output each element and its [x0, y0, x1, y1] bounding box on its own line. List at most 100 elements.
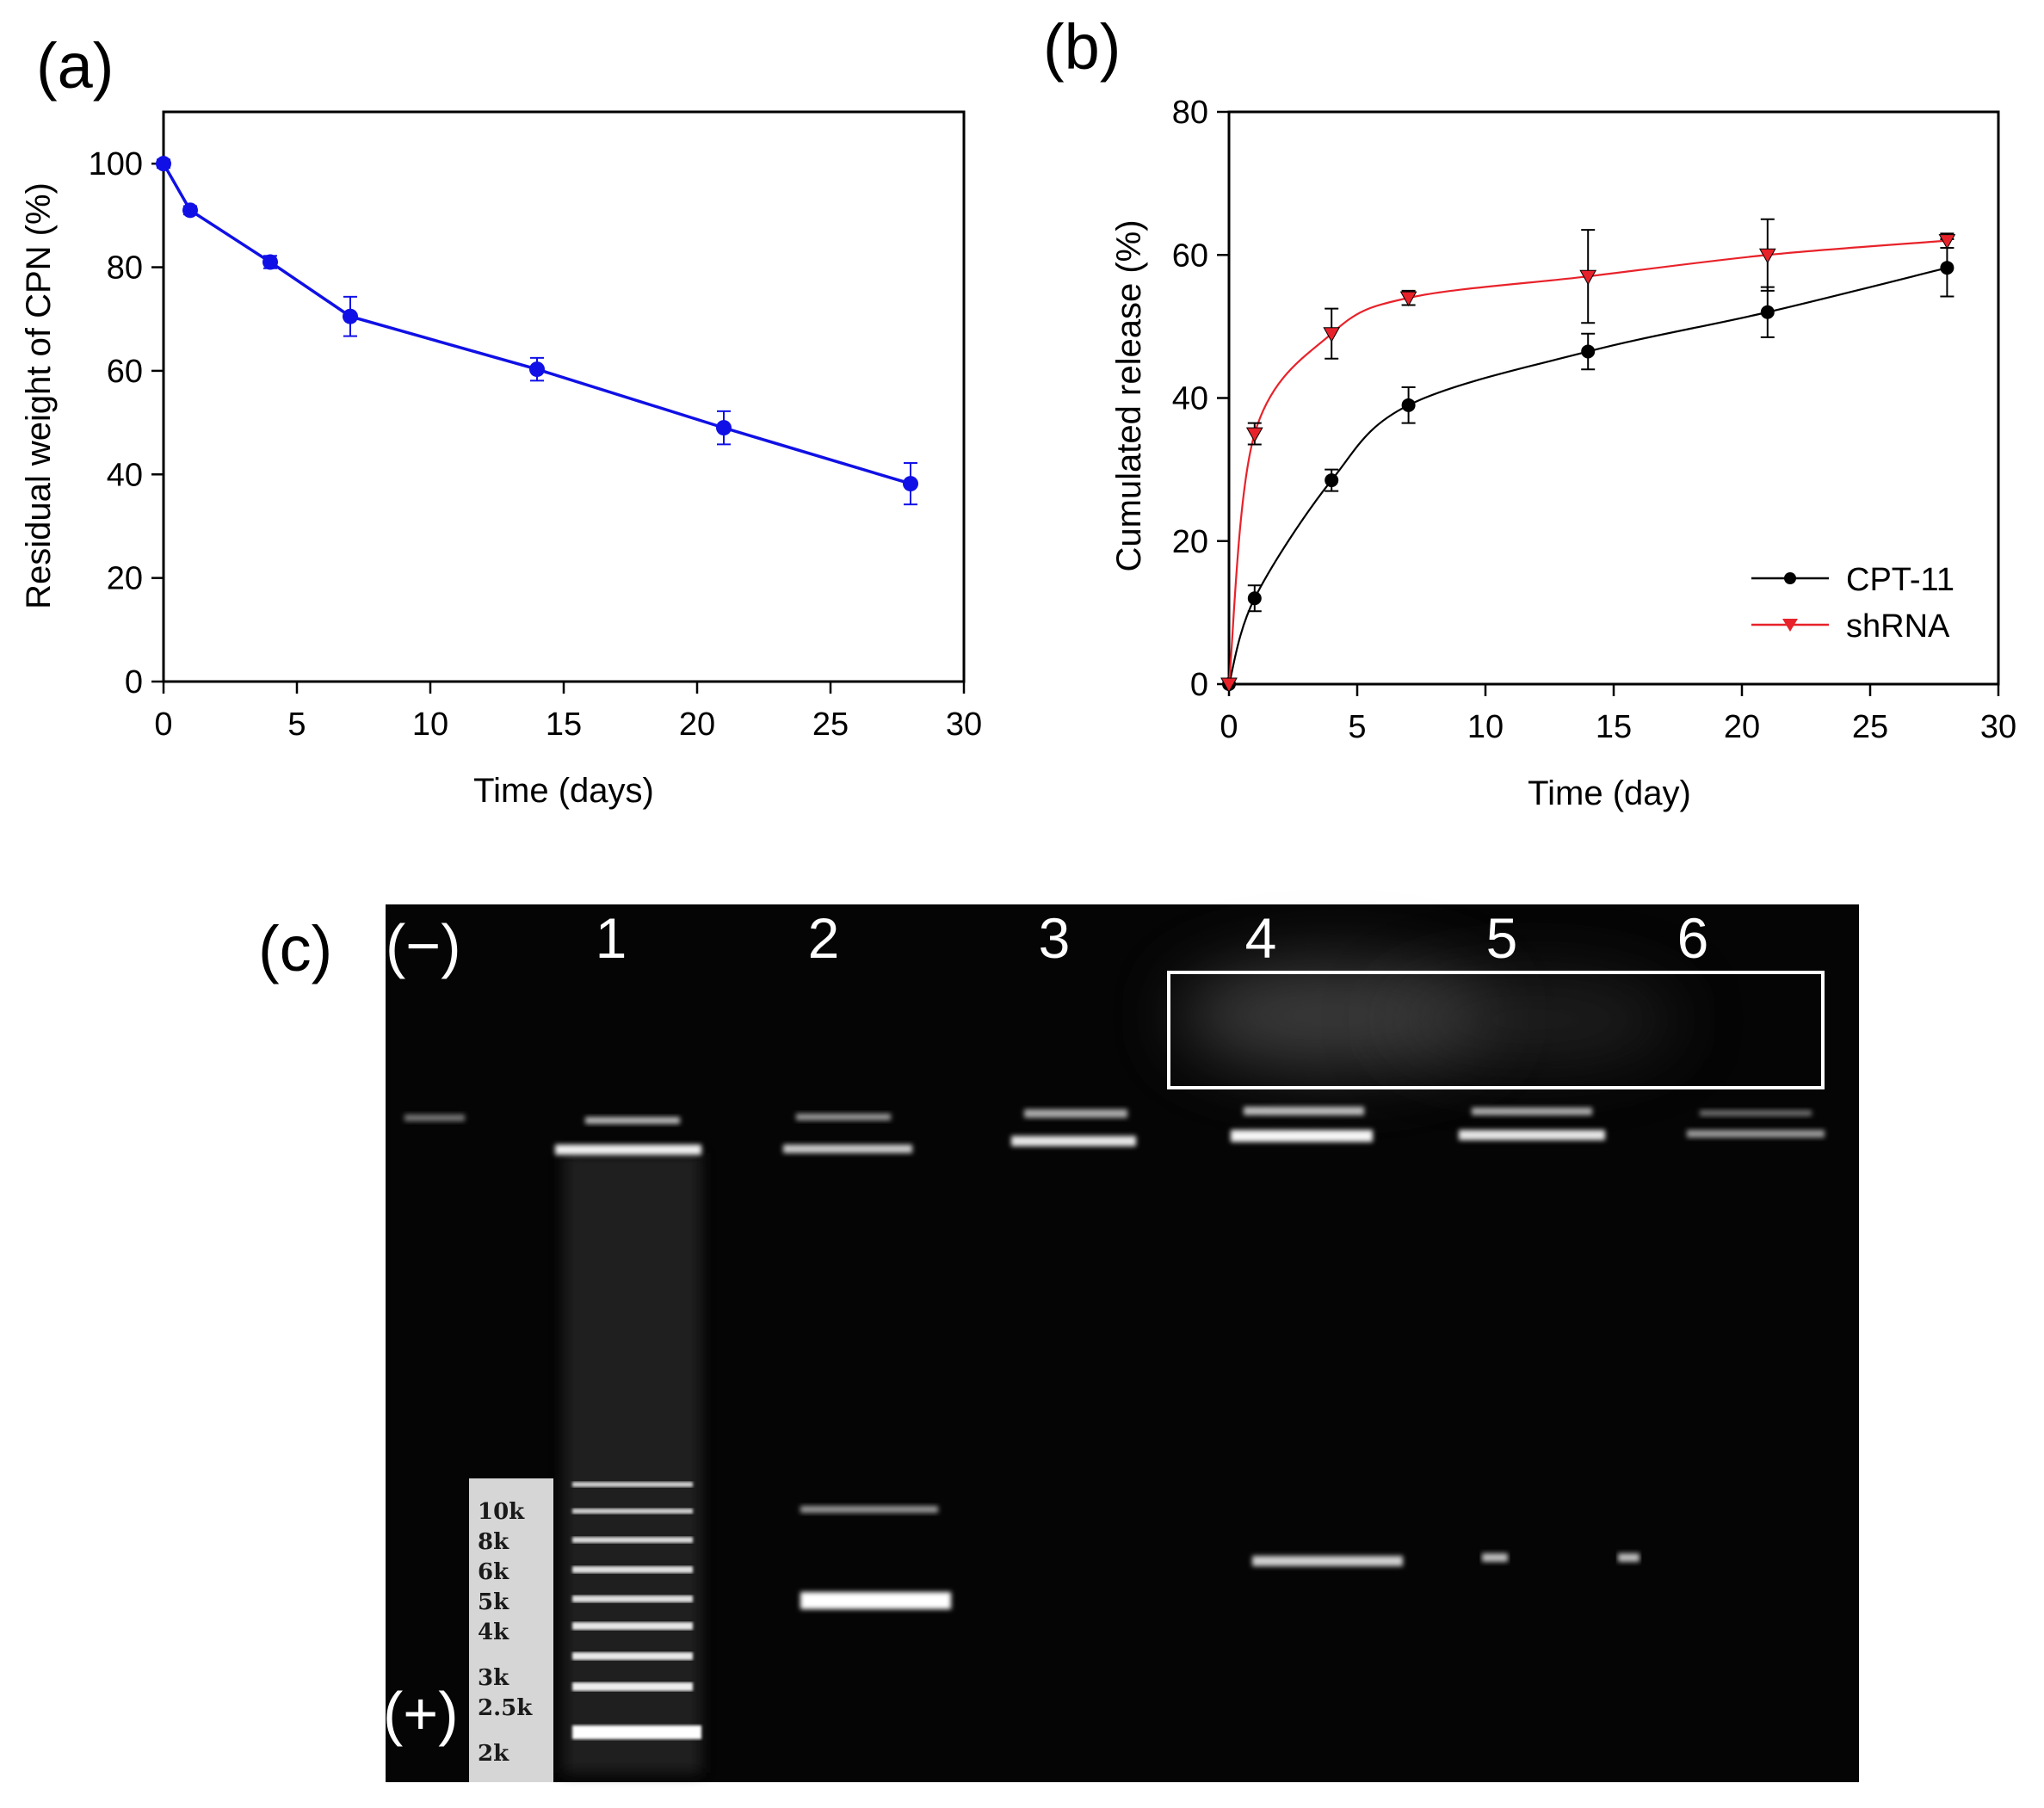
chart-a-x-tick-label: 20: [679, 707, 715, 743]
chart-a-x-tick-label: 5: [287, 707, 306, 743]
chart-b-series-shrna-point: [1579, 269, 1597, 286]
chart-b-series-shrna-point: [1323, 327, 1341, 342]
well-lane6-top: [1700, 1110, 1812, 1116]
well-lane4-top: [1244, 1107, 1364, 1115]
well-lane3: [1011, 1136, 1136, 1146]
ladder-band-4k: [572, 1595, 693, 1602]
ladder-marker-card: [469, 1478, 553, 1782]
ladder-band-2k: [572, 1725, 701, 1739]
chart-a-series-0-point: [903, 476, 918, 492]
lane-number-4: 4: [1245, 906, 1277, 970]
chart-b-series-shrna-point: [1938, 234, 1956, 250]
polarity-negative-label: (−): [386, 912, 461, 979]
ladder-band-5k: [572, 1566, 693, 1573]
chart-b-series-cpt-11-point: [1581, 344, 1596, 359]
well-lane1-top: [585, 1117, 680, 1124]
ladder-label-6k: 6k: [478, 1559, 509, 1585]
lane2-band-main: [800, 1592, 951, 1609]
ladder-label-5k: 5k: [478, 1589, 509, 1615]
ladder-band-6k: [572, 1537, 693, 1543]
chart-b-x-axis-label: Time (day): [1528, 774, 1691, 812]
chart-b-y-axis-label: Cumulated release (%): [1110, 219, 1148, 571]
chart-b-x-tick-label: 25: [1852, 709, 1888, 745]
chart-b-y-tick-label: 60: [1172, 238, 1208, 274]
lane-number-3: 3: [1039, 906, 1071, 970]
well-lane2-top: [796, 1114, 891, 1120]
chart-a-series-0-point: [262, 254, 278, 270]
chart-a-series-0-point: [529, 361, 545, 378]
chart-a-x-tick-label: 15: [546, 707, 582, 743]
ladder-label-8k: 8k: [478, 1529, 509, 1555]
chart-b-x-tick-label: 30: [1980, 709, 2016, 745]
chart-a-series-0-point: [716, 420, 732, 436]
ladder-band-8k: [572, 1509, 693, 1514]
ladder-band-10k: [572, 1482, 693, 1487]
lane-number-1: 1: [596, 906, 627, 970]
lane2-band-upper: [800, 1506, 938, 1513]
chart-b-x-tick-label: 0: [1220, 709, 1238, 745]
lane4-band: [1252, 1556, 1403, 1566]
lane5-band-left: [1482, 1553, 1508, 1562]
lane-number-5: 5: [1486, 906, 1518, 970]
gel-smear-lane5: [1386, 977, 1678, 1063]
well-lane5: [1459, 1130, 1605, 1140]
chart-b-cumulated-release: 0 5 10 15 20 25 30 0 20 40 60 80 Time (day) Cumulat…: [1110, 95, 2016, 812]
chart-b-x-tick-label: 5: [1348, 709, 1366, 745]
chart-a-y-tick-label: 100: [89, 146, 143, 182]
gel-electrophoresis-image: 10k 8k 6k 5k 4k 3k 2.5k 2k 1 2 3 4 5 6 (−) (+): [383, 904, 1859, 1782]
ladder-band-3.5k: [572, 1622, 693, 1630]
chart-a-x-tick-label: 10: [412, 707, 448, 743]
legend-marker-cpt11: [1784, 572, 1796, 584]
chart-a-series-0-point: [182, 202, 198, 219]
chart-b-x-tick-label: 15: [1596, 709, 1632, 745]
chart-b-y-tick-label: 20: [1172, 524, 1208, 560]
chart-b-series-shrna-point: [1758, 248, 1776, 264]
lane-number-6: 6: [1677, 906, 1709, 970]
chart-a-y-tick-label: 40: [107, 457, 143, 493]
highlight-box: [1167, 971, 1825, 1089]
polarity-positive-label: (+): [383, 1680, 459, 1747]
ladder-label-4k: 4k: [478, 1620, 509, 1645]
chart-a-x-axis-label: Time (days): [473, 772, 654, 810]
chart-a-y-tick-label: 60: [107, 354, 143, 390]
chart-a-x-tick-label: 30: [946, 707, 982, 743]
lane1-ladder-bands: [572, 1482, 701, 1739]
well-lane4: [1231, 1130, 1373, 1142]
chart-b-series-cpt-11-point: [1940, 261, 1954, 275]
legend-label-shrna: shRNA: [1846, 608, 1950, 645]
panel-c-label: (c): [258, 913, 332, 984]
chart-b-series-cpt-11-point: [1325, 473, 1339, 488]
chart-a-y-axis-label: Residual weight of CPN (%): [20, 182, 58, 609]
chart-a-series-0-line: [162, 163, 911, 485]
chart-a-y-tick-label: 80: [107, 250, 143, 287]
chart-a-series-0-point: [156, 156, 171, 172]
chart-a-y-tick-label: 20: [107, 561, 143, 597]
chart-a-y-tick-label: 0: [125, 664, 143, 700]
ladder-label-2k: 2k: [478, 1741, 509, 1767]
chart-a-series-0-point: [343, 308, 358, 324]
chart-b-series-cpt-11-point: [1401, 398, 1416, 412]
panel-a-label: (a): [36, 30, 114, 102]
chart-b-series-shrna-point: [1399, 291, 1417, 307]
chart-b-series-shrna-point: [1245, 427, 1263, 443]
chart-b-x-tick-label: 10: [1467, 709, 1504, 745]
ladder-band-3k: [572, 1652, 693, 1660]
well-lane6: [1687, 1130, 1825, 1138]
lane-number-2: 2: [808, 906, 840, 970]
well-lane2: [783, 1145, 912, 1153]
chart-b-y-tick-label: 80: [1172, 95, 1208, 131]
chart-a-frame: [162, 110, 966, 683]
ladder-label-3k: 3k: [478, 1665, 509, 1691]
chart-b-frame: [1227, 110, 2000, 686]
ladder-label-10k: 10k: [478, 1499, 525, 1525]
chart-a-x-tick-label: 25: [812, 707, 849, 743]
ladder-band-2.5k: [572, 1682, 693, 1691]
legend-label-cpt11: CPT-11: [1846, 562, 1954, 598]
chart-b-y-tick-label: 40: [1172, 381, 1208, 417]
lane5-band-right: [1618, 1553, 1640, 1562]
legend-marker-shrna: [1782, 619, 1798, 632]
chart-a-x-tick-label: 0: [154, 707, 172, 743]
well-lane3-top: [1024, 1109, 1127, 1118]
well-left-faint: [404, 1114, 465, 1121]
lane1-smear: [564, 1153, 701, 1773]
